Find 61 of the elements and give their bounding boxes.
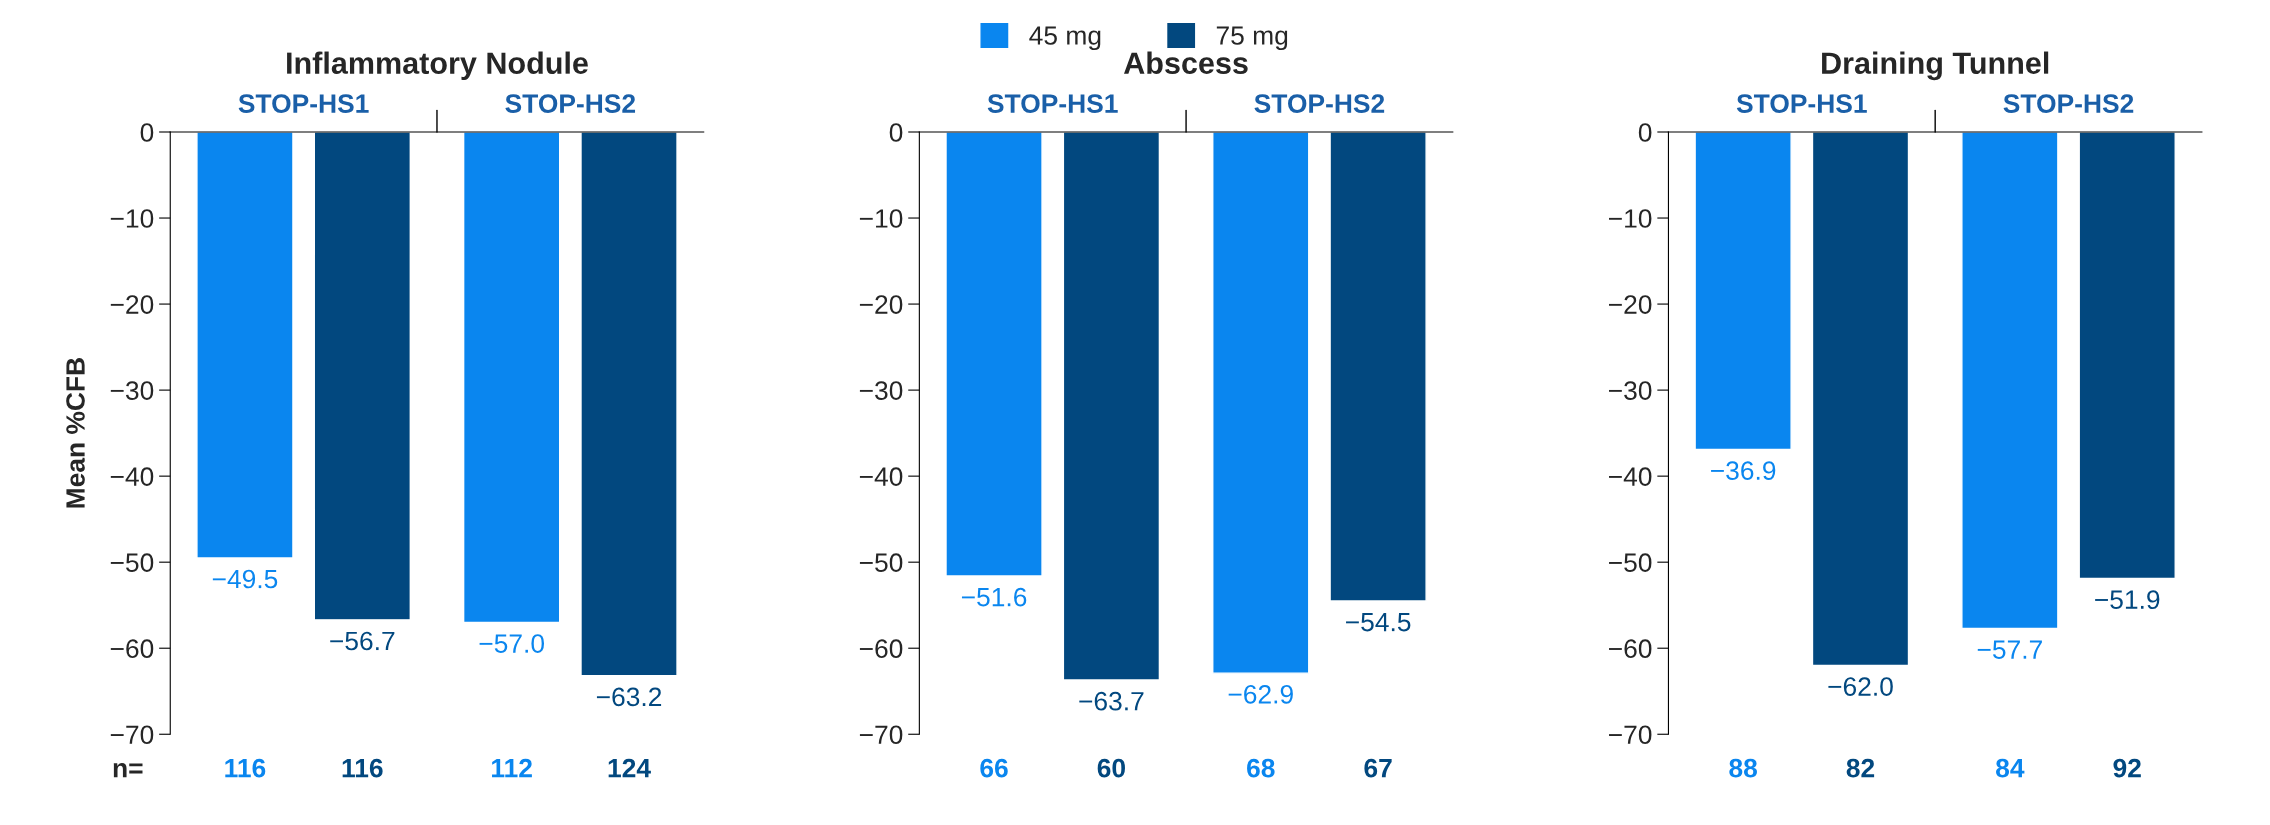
text: 82 (1846, 758, 1875, 778)
x-tick-label: STOP-HS1 (1736, 94, 1867, 113)
chart-title: Abscess (1123, 51, 1248, 74)
y-tick-label: 0 (889, 123, 903, 142)
y-tick-label: −50 (859, 553, 903, 572)
y-tick-label: −50 (110, 553, 154, 572)
text: 67 (1364, 758, 1392, 778)
data-label: −56.7 (330, 631, 395, 651)
y-axis-title: Mean %CFB (66, 358, 85, 508)
x-tick-label: STOP-HS2 (1254, 94, 1385, 113)
y-tick-label: −40 (859, 467, 903, 486)
text: 66 (980, 758, 1008, 778)
data-label: −49.5 (212, 569, 278, 589)
y-tick-label: −60 (859, 639, 903, 659)
legend-label: 75 mg (1216, 26, 1288, 51)
x-tick-label: STOP-HS2 (2003, 94, 2134, 113)
data-label: −62.0 (1828, 677, 1893, 696)
data-label: −54.5 (1346, 612, 1411, 632)
x-tick-label: STOP-HS1 (238, 94, 369, 113)
y-tick-label: −50 (1609, 553, 1652, 572)
y-tick-label: −30 (1609, 381, 1652, 400)
text: 92 (2113, 758, 2141, 778)
text: 116 (342, 758, 383, 778)
chart-title: Inflammatory Nodule (287, 51, 588, 81)
y-tick-label: 0 (140, 123, 154, 142)
data-label: −63.7 (1079, 691, 1144, 711)
data-label: −57.7 (1977, 640, 2042, 659)
text: n= (113, 763, 143, 778)
text: 84 (1996, 758, 2025, 778)
y-tick-label: −60 (1609, 639, 1652, 659)
y-tick-label: −70 (859, 725, 903, 745)
x-tick-label: STOP-HS1 (987, 94, 1118, 113)
data-label: −36.9 (1711, 461, 1776, 480)
y-tick-label: −20 (110, 295, 154, 314)
y-tick-label: −10 (1609, 209, 1652, 228)
data-label: −51.6 (961, 587, 1027, 607)
text: 116 (225, 758, 266, 778)
data-label: −63.2 (596, 687, 662, 707)
data-label: −62.9 (1228, 684, 1293, 704)
y-tick-label: −30 (110, 381, 154, 400)
x-tick-label: STOP-HS2 (505, 94, 636, 113)
y-tick-label: −30 (859, 381, 903, 400)
text: 112 (492, 758, 532, 778)
data-label: −51.9 (2095, 590, 2160, 610)
data-label: −57.0 (479, 634, 545, 653)
text: 60 (1097, 758, 1125, 778)
chart-title: Draining Tunnel (1822, 51, 2049, 81)
y-tick-label: −20 (859, 295, 903, 314)
y-tick-label: −10 (110, 209, 154, 228)
text: 68 (1247, 758, 1275, 778)
y-tick-label: −20 (1609, 295, 1652, 314)
y-tick-label: −70 (1609, 725, 1652, 745)
text: 124 (608, 758, 651, 778)
legend-label: 45 mg (1029, 26, 1101, 51)
y-tick-label: 0 (1638, 123, 1652, 142)
text: 88 (1729, 758, 1757, 778)
y-tick-label: −70 (110, 725, 154, 745)
y-tick-label: −40 (1609, 467, 1652, 486)
y-tick-label: −40 (110, 467, 154, 486)
y-tick-label: −60 (110, 639, 154, 659)
y-tick-label: −10 (859, 209, 903, 228)
